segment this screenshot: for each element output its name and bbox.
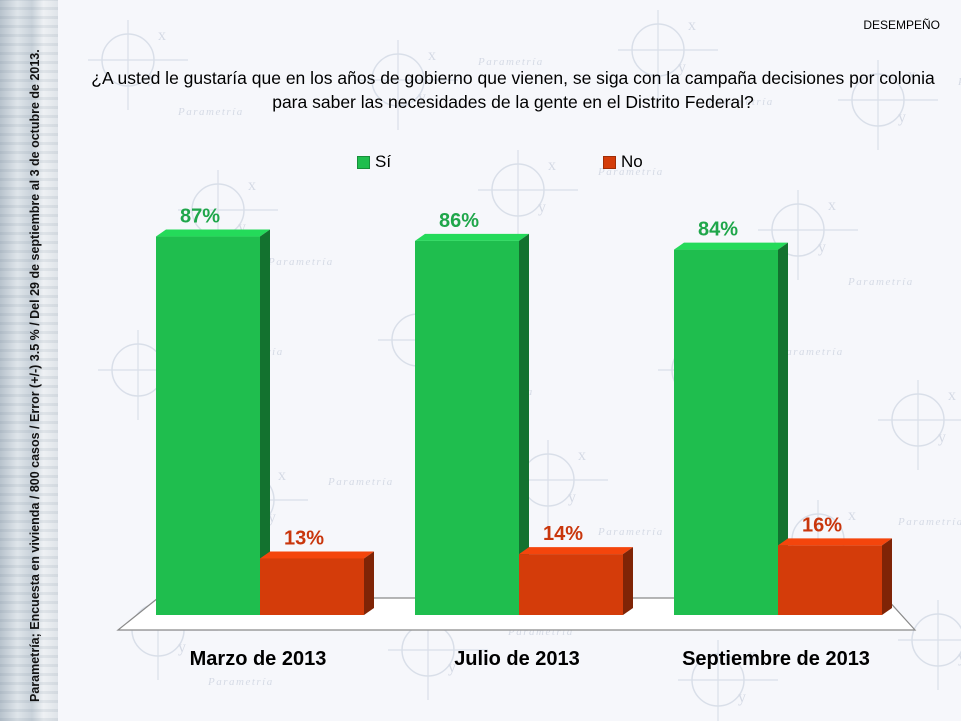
svg-text:Parametría: Parametría <box>177 106 244 118</box>
bar-no-0 <box>260 551 374 615</box>
chart-legend: Sí No <box>0 152 961 176</box>
svg-text:x: x <box>848 507 856 524</box>
watermark-tile: x y Parametría <box>838 60 961 150</box>
svg-text:x: x <box>748 647 756 664</box>
svg-text:x: x <box>158 27 166 44</box>
svg-text:y: y <box>148 69 156 86</box>
svg-text:Parametría: Parametría <box>707 96 774 108</box>
watermark-tile: x y Parametría <box>618 10 774 108</box>
question-title: ¿A usted le gustaría que en los años de … <box>91 68 935 112</box>
svg-text:y: y <box>238 219 246 236</box>
bar-si-1 <box>415 233 529 615</box>
svg-text:Parametría: Parametría <box>597 526 664 538</box>
svg-text:y: y <box>738 689 746 706</box>
decorative-side-strip <box>0 0 58 721</box>
bar-top <box>260 551 374 559</box>
bar-top <box>674 242 788 250</box>
svg-text:y: y <box>898 109 906 126</box>
bar-top <box>778 538 892 546</box>
watermark-tile: x y Parametría <box>478 150 664 240</box>
value-label-si-2: 84% <box>698 219 738 241</box>
value-label-no-1: 14% <box>543 523 583 545</box>
legend-item-si: Sí <box>357 152 391 172</box>
svg-text:y: y <box>958 649 961 666</box>
bar-side <box>882 538 892 615</box>
svg-text:Parametría: Parametría <box>327 476 394 488</box>
watermark-tile: x y Parametría <box>758 190 914 288</box>
value-label-no-0: 13% <box>284 527 324 549</box>
svg-text:Parametría: Parametría <box>207 676 274 688</box>
svg-text:y: y <box>448 659 456 676</box>
legend-label-si: Sí <box>375 152 392 171</box>
value-label-si-1: 86% <box>439 210 479 232</box>
bar-front <box>156 236 260 616</box>
svg-text:x: x <box>248 177 256 194</box>
svg-text:Parametría: Parametría <box>957 76 961 88</box>
section-label: DESEMPEÑO <box>863 18 940 32</box>
svg-text:x: x <box>428 47 436 64</box>
svg-text:Parametría: Parametría <box>267 256 334 268</box>
svg-text:y: y <box>538 199 546 216</box>
svg-text:y: y <box>938 429 946 446</box>
svg-text:y: y <box>418 89 426 106</box>
bar-top <box>156 229 270 237</box>
legend-label-no: No <box>621 152 643 171</box>
svg-text:Parametría: Parametría <box>477 56 544 68</box>
legend-swatch-si <box>357 155 370 169</box>
svg-text:Parametría: Parametría <box>897 516 961 528</box>
svg-text:x: x <box>908 67 916 84</box>
watermark-tile: x y Parametría <box>358 40 544 130</box>
svg-text:x: x <box>578 447 586 464</box>
svg-text:x: x <box>688 17 696 34</box>
svg-text:x: x <box>278 467 286 484</box>
svg-text:x: x <box>948 387 956 404</box>
bar-front <box>778 545 882 615</box>
watermark-tile: x y Parametría <box>88 20 244 118</box>
value-label-no-2: 16% <box>802 514 842 536</box>
legend-swatch-no <box>603 155 616 169</box>
bar-no-1 <box>519 547 633 615</box>
value-label-si-0: 87% <box>180 206 220 228</box>
bar-top <box>519 547 633 555</box>
category-label-2: Septiembre de 2013 <box>682 648 870 670</box>
bar-top <box>415 233 529 241</box>
bar-front <box>260 558 364 615</box>
watermark-pattern: x y Parametría x y Parametría x y Parametría x y Pa… <box>88 10 961 721</box>
legend-item-no: No <box>603 152 643 172</box>
bar-side <box>519 233 529 615</box>
svg-text:y: y <box>818 239 826 256</box>
bar-si-0 <box>156 229 270 616</box>
bar-side <box>623 547 633 615</box>
svg-text:Parametría: Parametría <box>777 346 844 358</box>
bar-no-2 <box>778 538 892 615</box>
svg-text:Parametría: Parametría <box>597 166 664 178</box>
svg-text:y: y <box>568 489 576 506</box>
svg-text:Parametría: Parametría <box>847 276 914 288</box>
category-label-0: Marzo de 2013 <box>190 648 327 670</box>
bar-front <box>674 249 778 615</box>
svg-text:y: y <box>268 509 276 526</box>
category-label-1: Julio de 2013 <box>454 648 580 670</box>
bar-front <box>415 240 519 615</box>
svg-text:x: x <box>828 197 836 214</box>
svg-text:x: x <box>548 157 556 174</box>
svg-text:y: y <box>178 639 186 656</box>
bar-side <box>260 229 270 616</box>
svg-text:y: y <box>678 59 686 76</box>
bar-si-2 <box>674 242 788 615</box>
bar-side <box>778 242 788 615</box>
bar-side <box>364 551 374 615</box>
bar-front <box>519 554 623 615</box>
